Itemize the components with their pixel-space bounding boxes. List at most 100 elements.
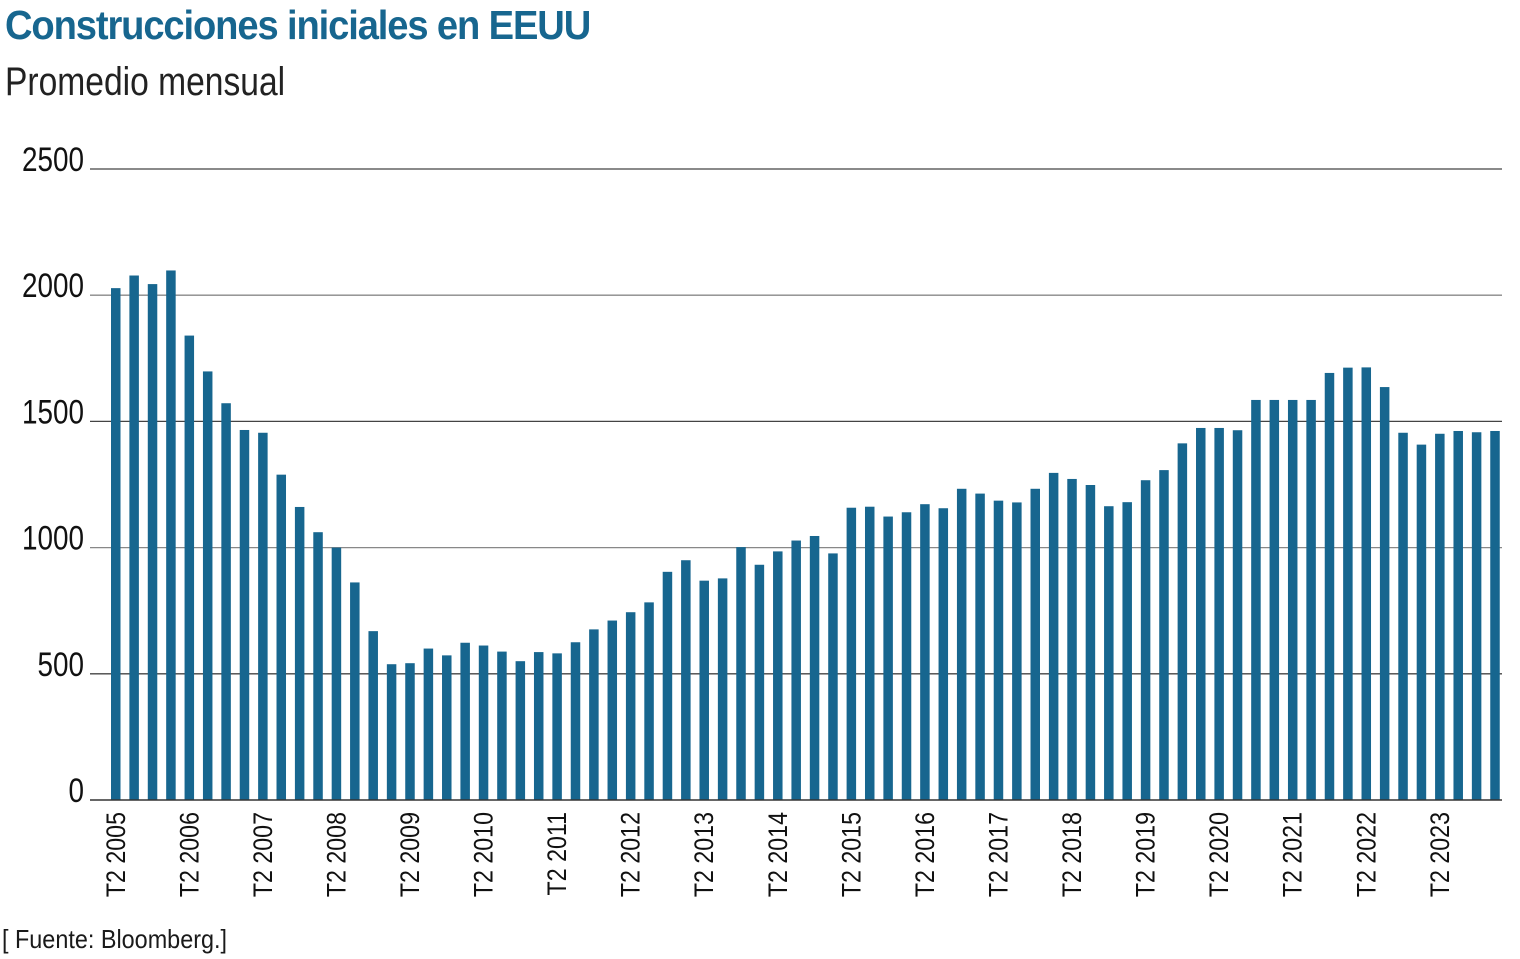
bar-t4-2014 <box>809 535 820 800</box>
bar-t1-2014 <box>754 564 765 800</box>
bar-t4-2017 <box>1030 488 1040 800</box>
bar-t4-2006 <box>221 403 231 800</box>
bar-t3-2012 <box>644 602 654 800</box>
bar-t1-2020 <box>1196 427 1206 800</box>
x-tick-label: T2 2023 <box>1425 812 1455 897</box>
bar-t4-2010 <box>515 661 526 800</box>
bar-t2-2013 <box>699 580 709 800</box>
y-tick-label: 1000 <box>22 519 84 557</box>
bar-t3-2017 <box>1012 502 1022 800</box>
x-tick-label: T2 2010 <box>469 812 499 897</box>
bar-t3-2007 <box>276 474 287 800</box>
x-tick-label: T2 2014 <box>763 812 793 897</box>
bar-t3-2008 <box>350 582 360 800</box>
bar-t3-2015 <box>864 506 875 800</box>
bar-t4-2008 <box>368 631 378 800</box>
bar-t2-2021 <box>1287 399 1298 800</box>
bar-t4-2011 <box>589 629 599 800</box>
y-tick-label: 1500 <box>22 393 84 431</box>
bar-t1-2013 <box>681 560 691 800</box>
bar-t4-2016 <box>956 488 967 800</box>
bar-t2-2005 <box>111 288 121 800</box>
x-tick-label: T2 2013 <box>690 812 720 897</box>
y-tick-label: 500 <box>37 645 84 683</box>
bar-t3-2022 <box>1379 387 1390 800</box>
bar-t4-2009 <box>442 655 452 800</box>
bar-t1-2019 <box>1122 502 1132 800</box>
bar-t4-2007 <box>294 506 305 800</box>
bar-t4-2019 <box>1177 443 1188 800</box>
bar-t3-2005 <box>129 275 139 800</box>
x-tick-label: T2 2015 <box>837 812 867 897</box>
bar-t4-2018 <box>1104 506 1114 800</box>
y-tick-label: 2500 <box>22 140 84 178</box>
bar-t2-2022 <box>1361 367 1372 800</box>
bar-t3-2023 <box>1453 430 1463 800</box>
x-axis-tick-labels: T2 2005 T2 2006 T2 2007 T2 2008 T2 2009 T2 20… <box>101 812 1455 897</box>
x-tick-label: T2 2018 <box>1057 812 1087 897</box>
source-note: [ Fuente: Bloomberg.] <box>2 924 228 954</box>
bar-t4-2013 <box>736 547 746 800</box>
bar-t3-2014 <box>791 540 801 800</box>
x-tick-label: T2 2012 <box>616 812 646 897</box>
bar-t3-2019 <box>1159 470 1169 800</box>
chart-title: Construcciones iniciales en EEUU <box>5 2 591 48</box>
x-tick-label: T2 2007 <box>248 812 278 897</box>
y-axis-tick-labels: 0 500 1000 1500 2000 2500 <box>22 140 84 809</box>
x-tick-label: T2 2008 <box>322 812 352 897</box>
chart-subtitle: Promedio mensual <box>5 60 286 104</box>
bar-t1-2018 <box>1048 472 1059 800</box>
bar-t2-2018 <box>1067 478 1077 800</box>
bar-t2-2019 <box>1140 480 1151 800</box>
x-tick-label: T2 2017 <box>984 812 1014 897</box>
bar-t2-2016 <box>920 504 930 800</box>
bar-t2-2020 <box>1214 427 1224 800</box>
bar-t3-2016 <box>938 508 949 800</box>
bar-t1-2022 <box>1343 367 1353 800</box>
bar-t2-2017 <box>993 500 1004 800</box>
bar-t4-2012 <box>662 571 673 800</box>
x-tick-label: T2 2019 <box>1131 812 1161 897</box>
bar-t2-2014 <box>773 551 783 800</box>
bar-t2-2015 <box>846 507 857 800</box>
bar-t2-2010 <box>478 645 489 800</box>
bar-t4-2005 <box>147 284 158 801</box>
bar-t1-2008 <box>313 532 323 800</box>
x-tick-label: T2 2011 <box>543 812 573 895</box>
bar-t3-2018 <box>1085 485 1096 800</box>
bar-t3-2020 <box>1232 430 1243 800</box>
bar-t2-2008 <box>331 547 342 800</box>
bar-t3-2021 <box>1306 399 1316 800</box>
bar-t1-2006 <box>166 270 176 801</box>
bar-t2-2012 <box>625 612 636 800</box>
bar-t2-2007 <box>258 432 268 800</box>
bar-t3-2006 <box>202 371 213 800</box>
bar-t1-2011 <box>533 652 544 800</box>
bar-t3-2010 <box>497 651 507 800</box>
bar-t1-2012 <box>607 620 618 800</box>
bar-t3-2009 <box>423 648 434 800</box>
bar-t1-2007 <box>239 429 250 800</box>
x-tick-label: T2 2016 <box>910 812 940 897</box>
bar-t4-2022 <box>1398 432 1408 800</box>
bar-t4-2023 <box>1471 432 1482 800</box>
x-tick-label: T2 2009 <box>395 812 425 897</box>
bars <box>111 270 1500 801</box>
x-tick-label: T2 2020 <box>1205 812 1235 897</box>
bar-t4-2020 <box>1251 399 1261 800</box>
bar-t2-2011 <box>552 653 562 800</box>
bar-t2-2006 <box>184 335 195 800</box>
bar-t1-2023 <box>1416 444 1427 800</box>
bar-t4-2015 <box>883 516 893 800</box>
bar-t3-2011 <box>570 642 581 800</box>
bar-t1-2016 <box>901 512 912 800</box>
bar-t1-2015 <box>828 553 838 800</box>
x-tick-label: T2 2022 <box>1352 812 1382 897</box>
bar-t3-2013 <box>717 578 728 800</box>
bar-t2-2023 <box>1435 433 1445 800</box>
bar-t2-2009 <box>405 663 415 800</box>
bar-t1-2010 <box>460 642 470 800</box>
x-tick-label: T2 2005 <box>101 812 131 897</box>
x-tick-label: T2 2006 <box>175 812 205 897</box>
